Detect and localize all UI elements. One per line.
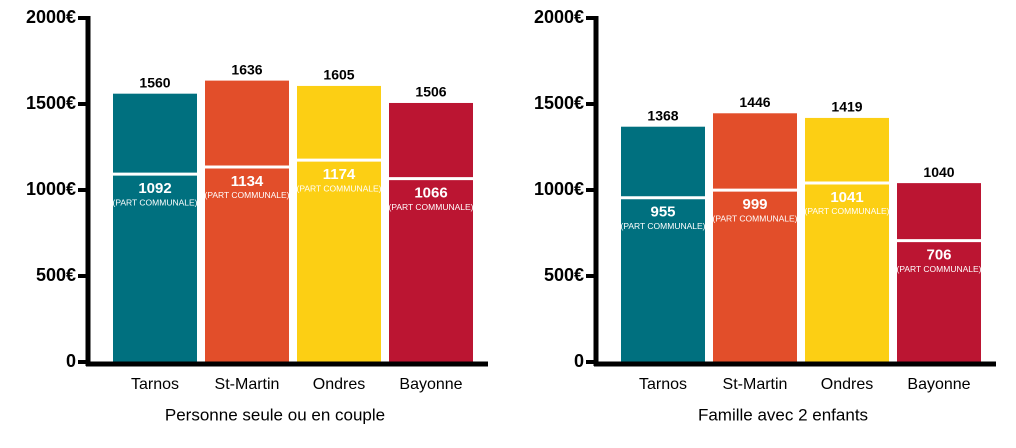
- x-tick-label: Tarnos: [131, 376, 179, 393]
- y-tick-label: 500€: [36, 265, 76, 285]
- bar: [621, 126, 705, 362]
- part-value-label: 999: [742, 196, 767, 213]
- total-label: 1419: [831, 99, 862, 115]
- part-label: (PART COMMUNALE): [896, 264, 981, 274]
- part-label: (PART COMMUNALE): [204, 190, 289, 200]
- bar: [297, 85, 381, 362]
- x-tick-label: St-Martin: [215, 376, 280, 393]
- total-label: 1040: [923, 164, 954, 180]
- y-tick-label: 500€: [544, 265, 584, 285]
- part-label: (PART COMMUNALE): [620, 221, 705, 231]
- part-label: (PART COMMUNALE): [712, 213, 797, 223]
- part-value-label: 1066: [414, 185, 447, 202]
- bar: [389, 102, 473, 362]
- part-value-label: 1092: [138, 180, 171, 197]
- x-axis-title: Personne seule ou en couple: [165, 405, 385, 424]
- total-label: 1560: [139, 74, 170, 90]
- y-tick-label: 2000€: [26, 7, 76, 27]
- y-tick-label: 2000€: [534, 7, 584, 27]
- bar: [113, 93, 197, 363]
- x-tick-label: Bayonne: [399, 376, 462, 393]
- part-label: (PART COMMUNALE): [804, 206, 889, 216]
- y-tick-label: 1000€: [26, 179, 76, 199]
- y-tick-label: 0: [574, 351, 584, 371]
- bar: [805, 117, 889, 362]
- total-label: 1368: [647, 107, 678, 123]
- x-tick-label: St-Martin: [723, 376, 788, 393]
- x-tick-label: Ondres: [821, 376, 873, 393]
- part-value-label: 1174: [323, 166, 356, 183]
- part-label: (PART COMMUNALE): [388, 202, 473, 212]
- y-tick-label: 1000€: [534, 179, 584, 199]
- x-axis-title: Famille avec 2 enfants: [698, 405, 868, 424]
- total-label: 1636: [231, 61, 262, 77]
- total-label: 1446: [739, 94, 770, 110]
- part-value-label: 955: [650, 204, 675, 221]
- y-tick-label: 0: [66, 351, 76, 371]
- part-label: (PART COMMUNALE): [296, 183, 381, 193]
- x-tick-label: Bayonne: [907, 376, 970, 393]
- y-tick-label: 1500€: [26, 93, 76, 113]
- part-value-label: 706: [926, 247, 951, 264]
- bar: [205, 80, 289, 362]
- part-label: (PART COMMUNALE): [112, 197, 197, 207]
- y-tick-label: 1500€: [534, 93, 584, 113]
- x-tick-label: Ondres: [313, 376, 365, 393]
- bar: [897, 183, 981, 362]
- x-tick-label: Tarnos: [639, 376, 687, 393]
- part-value-label: 1134: [231, 173, 264, 190]
- total-label: 1605: [323, 67, 354, 83]
- bar: [713, 113, 797, 363]
- part-value-label: 1041: [830, 189, 863, 206]
- total-label: 1506: [415, 84, 446, 100]
